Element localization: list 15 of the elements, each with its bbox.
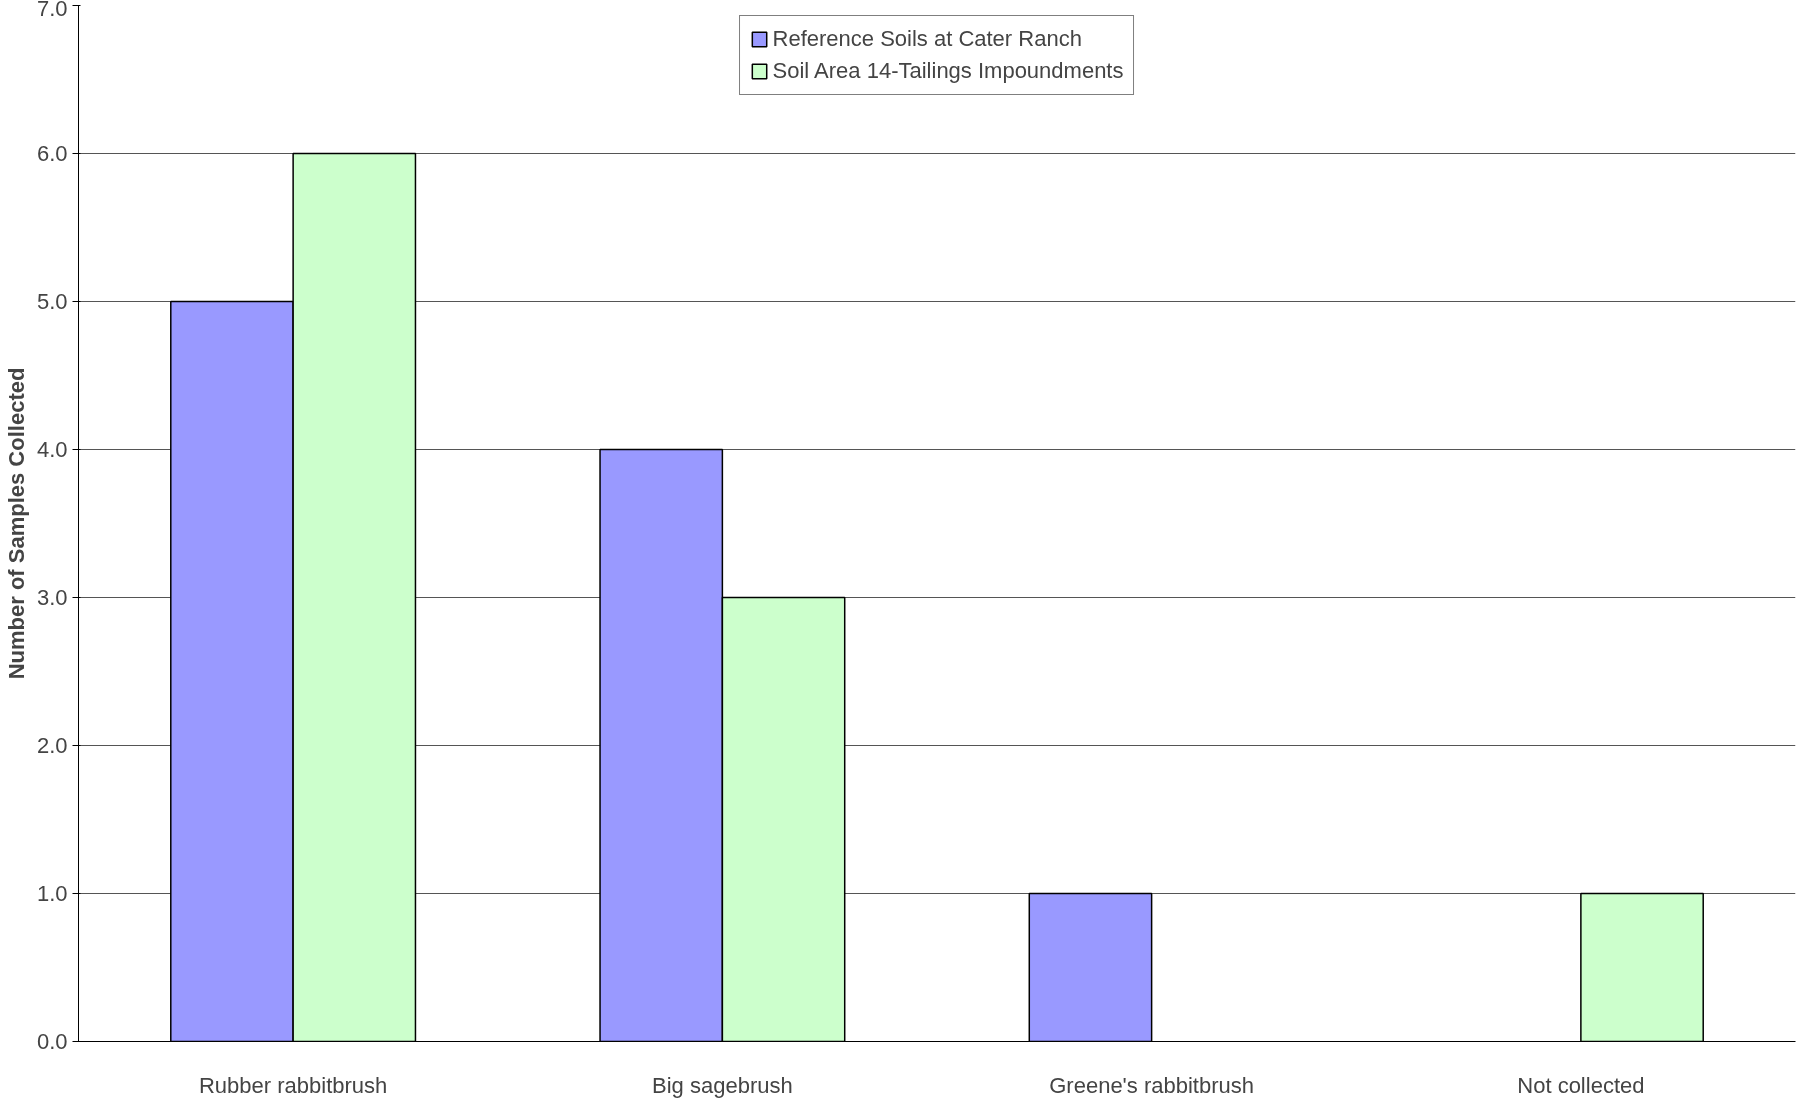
y-tick-label: 6.0 [36,141,68,166]
x-tick-label: Big sagebrush [652,1072,793,1098]
y-tick-label: 0.0 [36,1029,68,1054]
y-tick-label: 5.0 [36,289,68,314]
y-tick-label: 1.0 [36,881,68,906]
legend-label: Reference Soils at Cater Ranch [772,26,1082,52]
x-tick-label: Not collected [1517,1072,1645,1098]
x-tick-label: Greene's rabbitbrush [1049,1072,1255,1098]
y-tick-label: 7.0 [36,0,68,21]
y-tick-label: 3.0 [36,585,68,610]
x-tick-label: Rubber rabbitbrush [198,1072,388,1098]
y-tick-label: 2.0 [36,733,68,758]
y-axis-title: Number of Samples Collected [3,367,29,680]
y-tick-label: 4.0 [36,437,68,462]
legend-label: Soil Area 14-Tailings Impoundments [772,58,1124,84]
